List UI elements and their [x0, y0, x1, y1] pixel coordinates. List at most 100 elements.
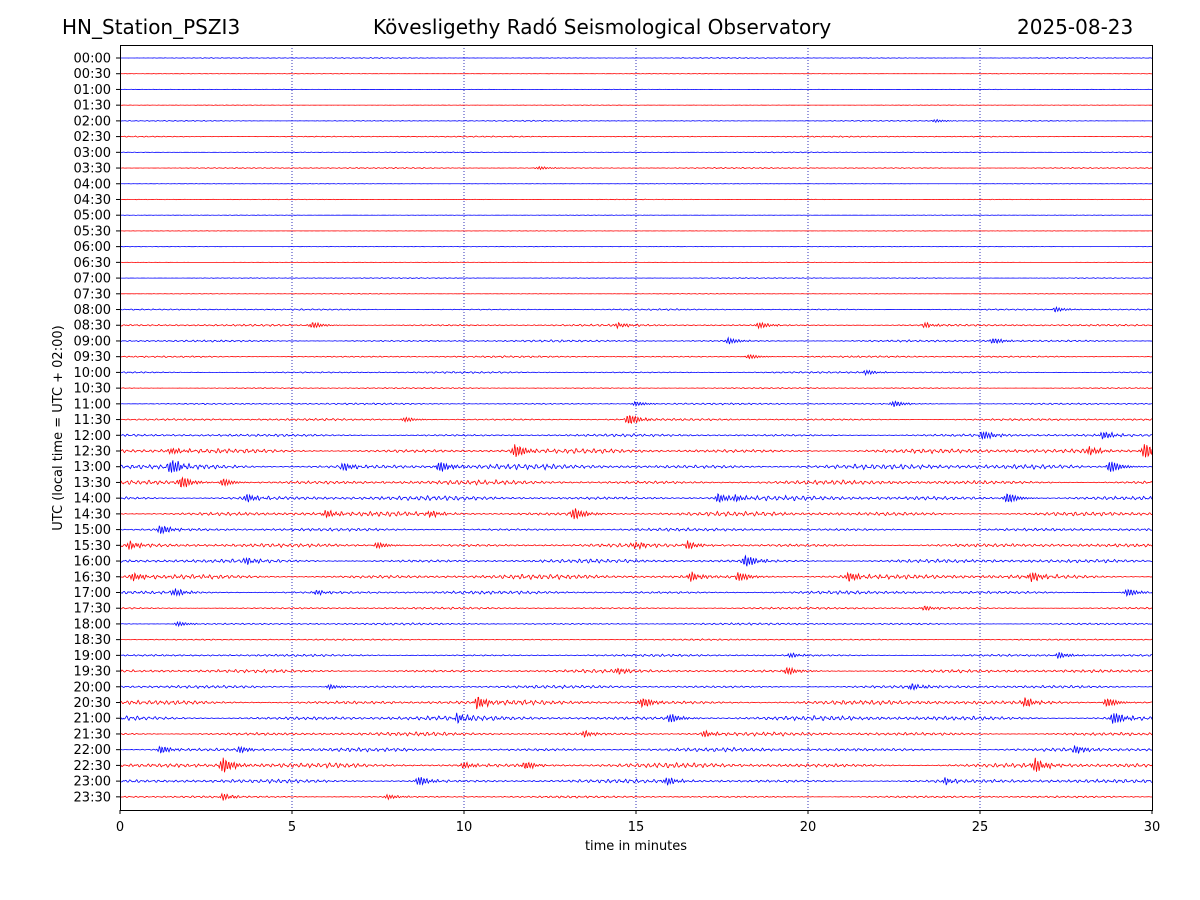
row-label-1600: 16:00 — [74, 555, 111, 570]
trace-1830 — [119, 638, 1153, 641]
trace-0200 — [119, 118, 1153, 123]
trace-0830 — [119, 321, 1153, 330]
row-label-1230: 12:30 — [74, 445, 111, 460]
trace-1300 — [119, 460, 1153, 473]
row-label-2100: 21:00 — [74, 712, 111, 727]
row-label-1200: 12:00 — [74, 429, 111, 444]
row-label-0630: 06:30 — [74, 256, 111, 271]
trace-1130 — [119, 415, 1153, 424]
row-label-0500: 05:00 — [74, 209, 111, 224]
trace-1430 — [119, 508, 1153, 520]
trace-0000 — [119, 57, 1153, 59]
row-label-1100: 11:00 — [74, 397, 111, 412]
trace-2200 — [119, 745, 1153, 754]
row-label-0300: 03:00 — [74, 146, 111, 161]
plot-frame — [120, 45, 1153, 811]
trace-0230 — [119, 135, 1153, 138]
row-label-0430: 04:30 — [74, 193, 111, 208]
trace-1230 — [119, 444, 1153, 458]
row-label-0200: 02:00 — [74, 114, 111, 129]
trace-0800 — [119, 306, 1153, 313]
trace-1200 — [119, 431, 1153, 440]
row-label-2300: 23:00 — [74, 775, 111, 790]
trace-1030 — [119, 387, 1153, 390]
row-label-1500: 15:00 — [74, 523, 111, 538]
trace-0700 — [119, 277, 1153, 279]
row-label-1900: 19:00 — [74, 649, 111, 664]
row-label-0600: 06:00 — [74, 240, 111, 255]
row-label-0000: 00:00 — [74, 52, 111, 67]
row-label-2330: 23:30 — [74, 790, 111, 805]
trace-1000 — [120, 369, 1153, 377]
trace-1400 — [119, 492, 1153, 504]
x-tick-label-0: 0 — [116, 820, 124, 835]
trace-2030 — [119, 696, 1153, 710]
trace-0430 — [119, 198, 1153, 201]
row-label-0730: 07:30 — [74, 287, 111, 302]
trace-2130 — [119, 729, 1153, 738]
trace-1930 — [119, 666, 1153, 676]
row-label-1430: 14:30 — [74, 507, 111, 522]
trace-2000 — [119, 683, 1153, 691]
row-label-0130: 01:30 — [74, 99, 111, 114]
trace-1800 — [119, 620, 1153, 628]
row-label-0530: 05:30 — [74, 224, 111, 239]
trace-0930 — [119, 353, 1153, 360]
trace-1700 — [119, 588, 1153, 597]
row-label-1030: 10:30 — [74, 382, 111, 397]
trace-2330 — [119, 792, 1153, 801]
trace-0300 — [119, 151, 1153, 154]
trace-1730 — [119, 605, 1153, 611]
station-name: HN_Station_PSZI3 — [62, 15, 241, 39]
trace-1100 — [119, 400, 1153, 407]
x-tick-label-5: 5 — [288, 820, 296, 835]
row-label-2200: 22:00 — [74, 743, 111, 758]
x-axis-label: time in minutes — [585, 839, 687, 854]
row-label-1800: 18:00 — [74, 617, 111, 632]
trace-0330 — [119, 165, 1153, 171]
record-date: 2025-08-23 — [1017, 15, 1134, 39]
row-label-0330: 03:30 — [74, 162, 111, 177]
trace-1500 — [119, 525, 1153, 535]
row-label-0230: 02:30 — [74, 130, 111, 145]
row-label-0700: 07:00 — [74, 272, 111, 287]
trace-1530 — [119, 540, 1153, 551]
x-tick-label-10: 10 — [456, 820, 473, 835]
trace-0730 — [120, 293, 1153, 295]
trace-1630 — [119, 571, 1153, 583]
trace-1330 — [119, 476, 1153, 488]
row-label-2230: 22:30 — [74, 759, 111, 774]
row-label-0930: 09:30 — [74, 350, 111, 365]
trace-2100 — [119, 712, 1153, 725]
trace-0530 — [119, 230, 1152, 232]
row-label-1300: 13:00 — [74, 460, 111, 475]
trace-group — [119, 57, 1153, 801]
row-label-0030: 00:30 — [74, 67, 111, 82]
grid-lines — [291, 45, 981, 810]
trace-0900 — [119, 336, 1153, 345]
trace-2300 — [119, 776, 1153, 786]
row-label-0400: 04:00 — [74, 177, 111, 192]
row-label-0830: 08:30 — [74, 319, 111, 334]
x-axis: 0 5 10 15 20 25 30 — [116, 810, 1160, 835]
row-label-2000: 20:00 — [74, 680, 111, 695]
trace-0130 — [119, 104, 1152, 106]
row-label-0800: 08:00 — [74, 303, 111, 318]
trace-1600 — [119, 554, 1153, 567]
y-axis-label: UTC (local time = UTC + 02:00) — [51, 325, 66, 530]
trace-2230 — [119, 757, 1153, 773]
row-label-1000: 10:00 — [74, 366, 111, 381]
x-tick-label-30: 30 — [1144, 820, 1161, 835]
row-label-0900: 09:00 — [74, 334, 111, 349]
row-label-1130: 11:30 — [74, 413, 111, 428]
row-label-1400: 14:00 — [74, 492, 111, 507]
trace-1900 — [119, 652, 1153, 659]
row-label-1730: 17:30 — [74, 602, 111, 617]
row-label-0100: 01:00 — [74, 83, 111, 98]
x-tick-label-15: 15 — [628, 820, 645, 835]
row-label-1330: 13:30 — [74, 476, 111, 491]
row-label-1700: 17:00 — [74, 586, 111, 601]
row-label-1830: 18:30 — [74, 633, 111, 648]
